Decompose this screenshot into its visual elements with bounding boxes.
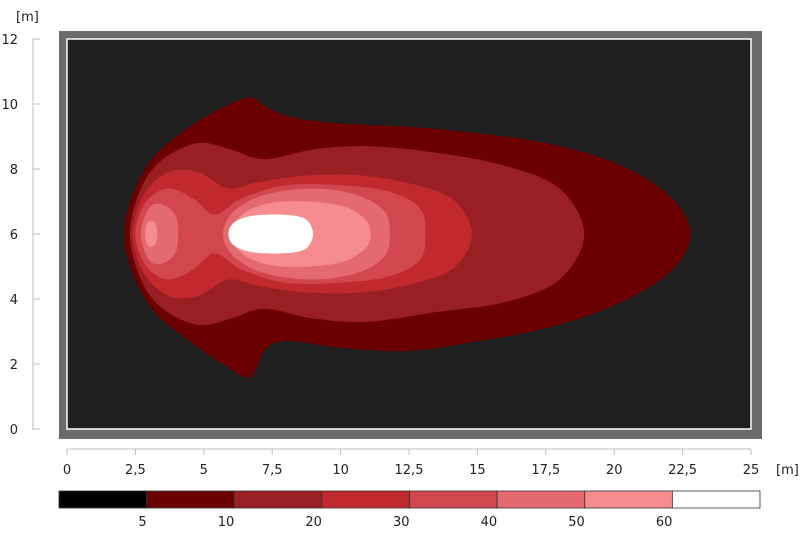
legend-swatch: [321, 490, 410, 509]
x-axis-ticks: 0 2,5 5 7,5 10 12,5 15 17,5 20 22,5 25: [63, 449, 759, 478]
legend-threshold-label: 20: [305, 515, 322, 530]
x-tick-label: 0: [63, 463, 71, 478]
x-tick-label: 2,5: [125, 463, 146, 478]
x-tick-label: 20: [606, 463, 623, 478]
y-tick-label: 10: [1, 98, 18, 113]
y-tick-label: 4: [10, 293, 18, 308]
legend-threshold-label: 50: [568, 515, 585, 530]
y-tick-label: 6: [10, 228, 18, 243]
legend-swatch: [496, 490, 586, 509]
x-tick-label: 12,5: [395, 463, 424, 478]
legend-threshold-label: 40: [481, 515, 498, 530]
contour-region-50-6: [145, 221, 158, 247]
x-tick-label: 7,5: [262, 463, 283, 478]
contour-regions: [124, 97, 691, 378]
x-axis-unit-label: [m]: [776, 463, 799, 478]
legend-threshold-label: 10: [218, 515, 235, 530]
legend-swatch: [584, 490, 673, 509]
x-tick-label: 22,5: [668, 463, 697, 478]
legend-swatch: [58, 490, 148, 509]
y-axis-unit-label: [m]: [16, 10, 39, 25]
x-tick-label: 10: [332, 463, 349, 478]
legend-swatch: [146, 490, 235, 509]
x-tick-label: 25: [743, 463, 760, 478]
x-tick-label: 17,5: [531, 463, 560, 478]
legend-swatch: [671, 490, 761, 509]
legend-threshold-label: 60: [656, 515, 673, 530]
legend-swatch: [409, 490, 498, 509]
y-axis-ticks: 0 2 4 6 8 10 12: [1, 33, 40, 438]
legend-swatch: [233, 490, 323, 509]
y-tick-label: 12: [1, 33, 18, 48]
legend-threshold-label: 30: [393, 515, 410, 530]
y-tick-label: 0: [10, 423, 18, 438]
y-tick-label: 2: [10, 358, 18, 373]
color-legend: 5 10 20 30 40 50 60: [58, 490, 761, 530]
legend-threshold-label: 5: [138, 515, 146, 530]
contour-region-60-8: [228, 214, 314, 254]
contour-region-40-4: [140, 203, 179, 265]
x-tick-label: 15: [469, 463, 486, 478]
y-tick-label: 8: [10, 163, 18, 178]
x-tick-label: 5: [200, 463, 208, 478]
